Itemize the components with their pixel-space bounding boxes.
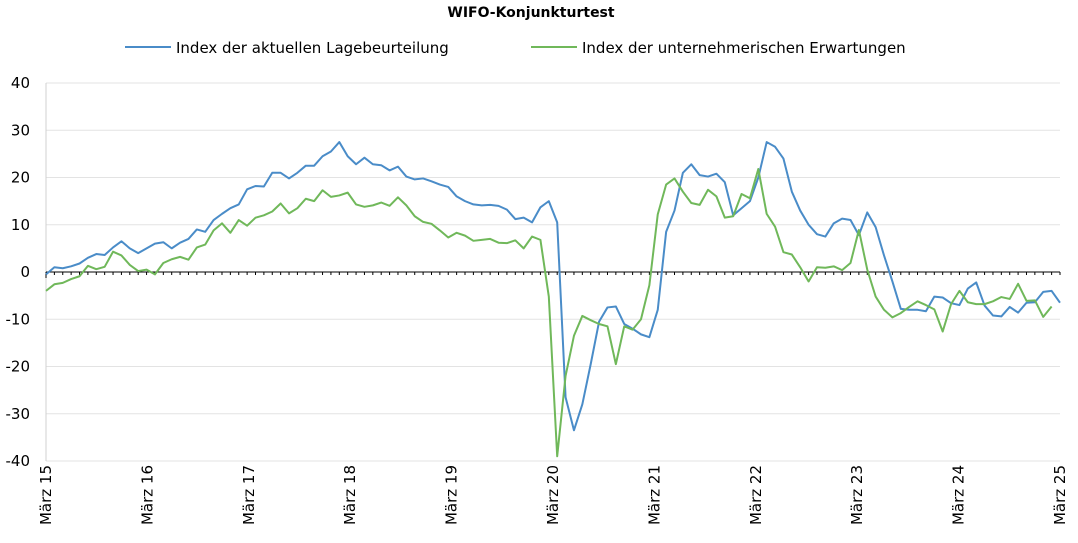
series-lines xyxy=(45,141,1061,458)
y-tick-label: -40 xyxy=(6,452,31,470)
x-axis: März 15 März 16 März 17 März 18 März 19 März … xyxy=(37,271,1069,525)
x-tick-label: März 25 xyxy=(1051,465,1069,525)
legend: Index der aktuellen Lagebeurteilung Inde… xyxy=(125,39,906,57)
x-tick-label: März 22 xyxy=(747,465,765,525)
y-tick-label: -10 xyxy=(6,310,31,328)
x-tick-label: März 19 xyxy=(443,465,461,525)
legend-entry-lage: Index der aktuellen Lagebeurteilung xyxy=(125,39,449,57)
series-line-erwartungen xyxy=(45,168,1053,458)
y-tick-label: 0 xyxy=(20,263,30,281)
gridlines xyxy=(46,82,1060,462)
chart-title: WIFO-Konjunkturtest xyxy=(447,5,615,21)
y-tick-label: 30 xyxy=(11,121,30,139)
y-tick-label: 10 xyxy=(11,216,30,234)
series-line-lagebeurteilung xyxy=(45,141,1061,432)
x-tick-label: März 15 xyxy=(37,465,55,525)
y-tick-label: 40 xyxy=(11,74,30,92)
y-tick-label: -30 xyxy=(6,405,31,423)
legend-label-erwartungen: Index der unternehmerischen Erwartungen xyxy=(582,39,906,57)
x-tick-label: März 16 xyxy=(138,465,156,525)
x-tick-label: März 21 xyxy=(645,465,663,525)
x-tick-label: März 17 xyxy=(240,465,258,525)
legend-entry-erwartungen: Index der unternehmerischen Erwartungen xyxy=(531,39,906,57)
x-tick-label: März 24 xyxy=(950,465,968,525)
y-axis: 40 30 20 10 0 -10 -20 -30 -40 xyxy=(6,74,47,470)
y-tick-label: 20 xyxy=(11,169,30,187)
x-tick-label: März 18 xyxy=(341,465,359,525)
y-tick-label: -20 xyxy=(6,358,31,376)
legend-label-lage: Index der aktuellen Lagebeurteilung xyxy=(176,39,449,57)
x-tick-label: März 20 xyxy=(544,465,562,525)
x-tick-label: März 23 xyxy=(848,465,866,525)
